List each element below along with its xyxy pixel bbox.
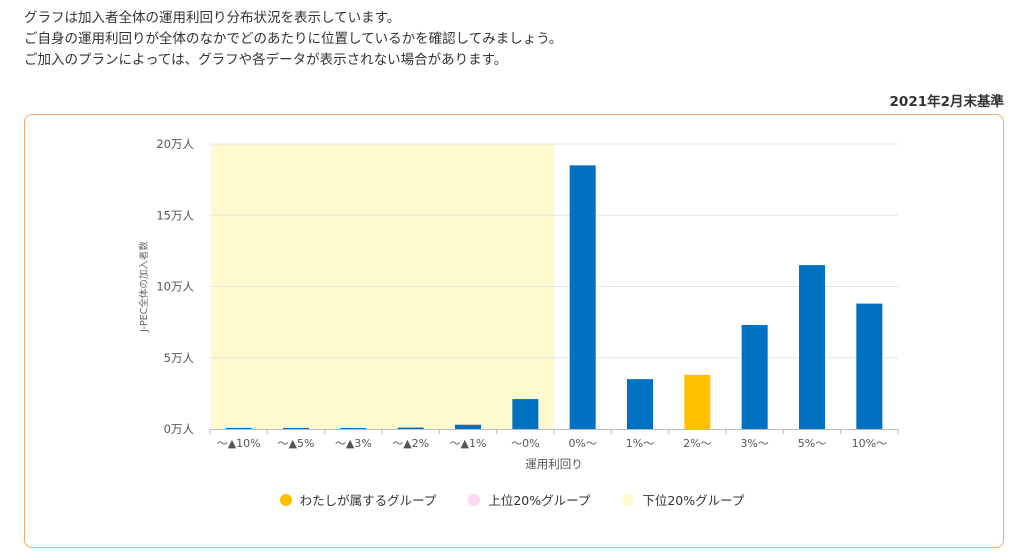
legend-dot-my-group (279, 493, 292, 506)
x-tick-label: 5%～ (798, 437, 826, 450)
bar[interactable] (340, 428, 367, 429)
bar[interactable] (455, 424, 481, 429)
intro-text: グラフは加入者全体の運用利回り分布状況を表示しています。 ご自身の運用利回りが全… (24, 8, 562, 71)
bar[interactable] (569, 165, 596, 429)
intro-line-1: グラフは加入者全体の運用利回り分布状況を表示しています。 (24, 10, 401, 26)
x-tick-label: 0%～ (568, 437, 596, 450)
x-tick-label: 10%～ (852, 437, 887, 450)
x-tick-label: 3%～ (740, 437, 768, 450)
legend-item-top-20[interactable]: 上位20%グループ (468, 490, 590, 509)
legend-label-my-group: わたしが属するグループ (299, 493, 437, 508)
legend-item-bottom-20[interactable]: 下位20%グループ (622, 490, 744, 509)
x-tick-label: ～▲3% (335, 437, 372, 450)
bar[interactable] (627, 379, 653, 429)
y-tick-label: 10万人 (156, 280, 194, 294)
legend: わたしが属するグループ 上位20%グループ 下位20%グループ (0, 490, 1024, 509)
bar[interactable] (512, 399, 539, 429)
y-tick-label: 20万人 (156, 137, 194, 151)
bar[interactable] (397, 427, 424, 429)
legend-label-top-20: 上位20%グループ (488, 493, 591, 508)
bar[interactable] (741, 324, 768, 429)
legend-dot-bottom-20 (622, 493, 635, 506)
x-tick-label: 2%～ (683, 437, 711, 450)
bar-my-group[interactable] (684, 374, 711, 429)
x-tick-label: ～▲2% (392, 437, 429, 450)
y-tick-label: 15万人 (156, 208, 194, 222)
x-tick-label: ～0% (511, 437, 539, 450)
y-tick-label: 0万人 (164, 422, 195, 436)
y-tick-label: 5万人 (164, 351, 195, 365)
bar[interactable] (225, 428, 252, 429)
x-axis-title: 運用利回り (525, 457, 583, 471)
intro-line-3: ご加入のプランによっては、グラフや各データが表示されない場合があります。 (24, 52, 508, 68)
distribution-chart: 0万人 5万人 10万人 15万人 20万人 ～▲10% ～▲5% ～▲3% ～▲2% ～▲1%… (138, 137, 899, 471)
x-tick-label: ～▲10% (217, 437, 261, 450)
legend-label-bottom-20: 下位20%グループ (642, 493, 745, 508)
x-tick-label: ～▲5% (278, 437, 315, 450)
legend-dot-top-20 (468, 493, 481, 506)
intro-line-2: ご自身の運用利回りが全体のなかでどのあたりに位置しているかを確認してみましょう。 (24, 31, 563, 47)
bar[interactable] (283, 428, 309, 429)
x-tick-label: 1%～ (626, 437, 654, 450)
as-of-date: 2021年2月末基準 (889, 94, 1004, 110)
bar[interactable] (799, 265, 825, 429)
legend-item-my-group[interactable]: わたしが属するグループ (279, 490, 437, 509)
y-axis-title: J-PEC全体の加入者数 (138, 241, 150, 333)
bar[interactable] (856, 303, 883, 429)
x-tick-label: ～▲1% (450, 437, 487, 450)
